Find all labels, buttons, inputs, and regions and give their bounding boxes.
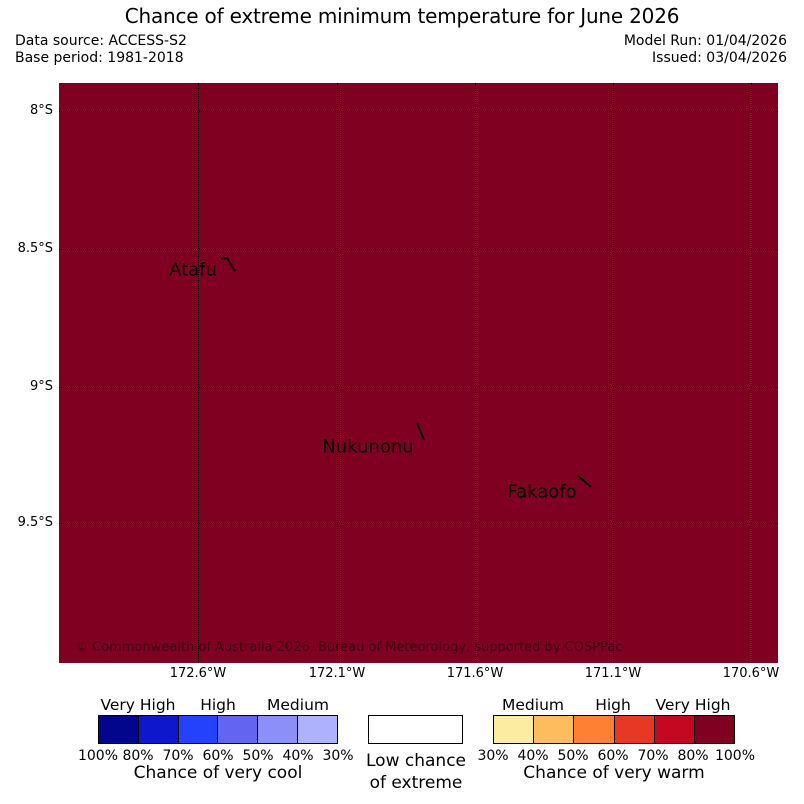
cool-pct-70: 70% — [162, 748, 194, 764]
gridline-172-1w — [337, 83, 338, 663]
cool-category-medium: Medium — [267, 696, 329, 714]
gridline-171-6w — [475, 83, 476, 663]
model-run-text: Model Run: 01/04/2026 — [623, 33, 787, 49]
place-label-atafu: Atafu — [169, 259, 217, 281]
gridline-9s — [59, 387, 778, 388]
cool-pct-50: 50% — [242, 748, 274, 764]
warm-category-medium: Medium — [502, 696, 564, 714]
warm-caption: Chance of very warm — [523, 763, 705, 783]
place-label-nukunonu: Nukunonu — [322, 436, 414, 458]
base-period-text: Base period: 1981-2018 — [15, 50, 184, 66]
header-meta-left: Data source: ACCESS-S2 Base period: 1981… — [15, 33, 187, 67]
lat-tick-8s: 8°S — [29, 103, 53, 118]
warm-category-high: High — [595, 696, 631, 714]
cool-colorbar-segment — [217, 716, 258, 743]
cool-colorbar — [98, 715, 338, 744]
nukunonu-island-icon — [416, 422, 425, 441]
cool-pct-80: 80% — [122, 748, 154, 764]
warm-colorbar-segment — [653, 716, 694, 743]
atafu-island-icon — [220, 256, 236, 272]
warm-pct-30: 30% — [477, 748, 509, 764]
cool-pct-100: 100% — [77, 748, 119, 764]
warm-colorbar-segment — [494, 716, 534, 743]
warm-pct-60: 60% — [597, 748, 629, 764]
warm-category-very-high: Very High — [655, 696, 731, 714]
warm-pct-100: 100% — [714, 748, 756, 764]
cool-colorbar-segment — [99, 716, 138, 743]
warm-colorbar-segment — [693, 716, 735, 743]
issued-text: Issued: 03/04/2026 — [652, 50, 787, 66]
page-title: Chance of extreme minimum temperature fo… — [124, 4, 680, 28]
cool-caption: Chance of very cool — [133, 763, 303, 783]
gridline-172-6w — [198, 83, 199, 663]
lon-tick-170-6w: 170.6°W — [722, 666, 780, 681]
cool-pct-30: 30% — [322, 748, 354, 764]
cool-colorbar-segment — [137, 716, 178, 743]
header-meta-right: Model Run: 01/04/2026 Issued: 03/04/2026 — [624, 33, 787, 67]
gridline-171-1w — [613, 83, 614, 663]
gridline-9-5s — [59, 523, 778, 524]
low-chance-box — [368, 715, 463, 744]
cool-colorbar-segment — [297, 716, 337, 743]
cool-category-very-high: Very High — [100, 696, 176, 714]
lon-tick-171-1w: 171.1°W — [584, 666, 642, 681]
warm-pct-40: 40% — [517, 748, 549, 764]
warm-colorbar — [493, 715, 735, 744]
forecast-map: Atafu Nukunonu Fakaofo © Commonwealth of… — [59, 83, 778, 663]
gridline-8-5s — [59, 249, 778, 250]
warm-colorbar-segment — [533, 716, 574, 743]
lon-tick-172-6w: 172.6°W — [169, 666, 227, 681]
place-label-fakaofo: Fakaofo — [507, 481, 577, 503]
copyright-text: © Commonwealth of Australia 2026, Bureau… — [75, 640, 623, 655]
warm-colorbar-segment — [613, 716, 654, 743]
lon-tick-172-1w: 172.1°W — [308, 666, 366, 681]
lat-tick-9s: 9°S — [29, 379, 53, 394]
lat-tick-8-5s: 8.5°S — [17, 241, 53, 256]
data-source-text: Data source: ACCESS-S2 — [15, 33, 187, 49]
gridline-170-6w — [751, 83, 752, 663]
lat-tick-9-5s: 9.5°S — [17, 515, 53, 530]
cool-colorbar-segment — [177, 716, 218, 743]
warm-pct-80: 80% — [677, 748, 709, 764]
lon-tick-171-6w: 171.6°W — [446, 666, 504, 681]
cool-pct-60: 60% — [202, 748, 234, 764]
warm-pct-70: 70% — [637, 748, 669, 764]
low-chance-label-line1: Low chance — [366, 751, 466, 771]
warm-colorbar-segment — [573, 716, 614, 743]
low-chance-label-line2: of extreme — [369, 773, 463, 793]
island-markers — [220, 256, 592, 488]
gridline-8s — [59, 111, 778, 112]
fakaofo-island-icon — [576, 474, 592, 488]
warm-pct-50: 50% — [557, 748, 589, 764]
cool-category-high: High — [200, 696, 236, 714]
cool-pct-40: 40% — [282, 748, 314, 764]
cool-colorbar-segment — [257, 716, 298, 743]
